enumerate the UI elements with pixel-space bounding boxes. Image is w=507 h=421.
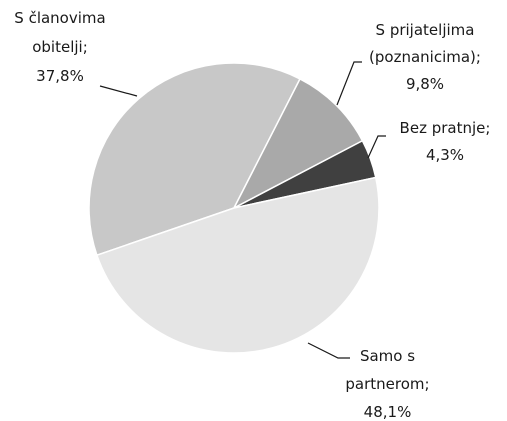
value-label: 4,3% <box>425 146 465 164</box>
leader-line <box>367 135 386 159</box>
slice-label: S prijateljima (poznanicima); 9,8% <box>360 17 490 98</box>
slice-label: S članovima obitelji; 37,8% <box>0 4 120 91</box>
value-label: 9,8% <box>405 75 445 93</box>
pie-slice <box>232 77 364 210</box>
pie-slice <box>88 62 302 257</box>
leader-line <box>336 61 362 106</box>
value-label: 37,8% <box>36 67 84 85</box>
category-label: Samo s partnerom; <box>345 347 430 393</box>
value-label: 48,1% <box>363 403 412 421</box>
slice-label: Samo s partnerom; 48,1% <box>335 342 440 421</box>
leader-line <box>99 85 138 97</box>
category-label: S članovima obitelji; <box>14 9 106 56</box>
category-label: Bez pratnje; <box>399 119 491 137</box>
category-label: S prijateljima (poznanicima); <box>369 21 481 66</box>
pie-slice <box>95 176 380 354</box>
slice-label: Bez pratnje; 4,3% <box>380 115 507 169</box>
leader-line <box>307 342 350 359</box>
